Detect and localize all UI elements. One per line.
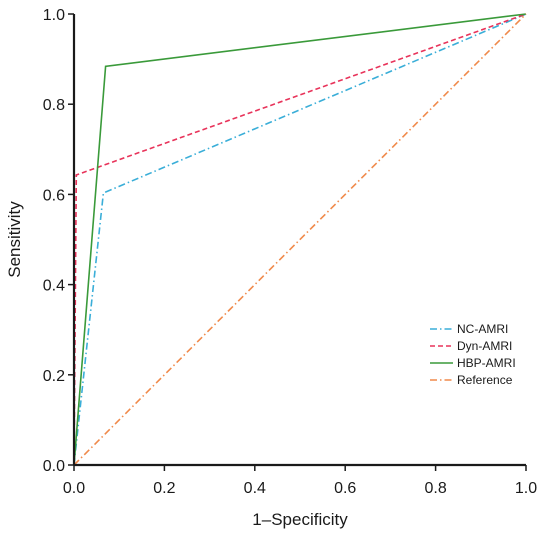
y-axis-title: Sensitivity — [5, 201, 24, 278]
y-tick-label: 1.0 — [43, 7, 65, 24]
legend-label-nc-amri: NC-AMRI — [457, 322, 508, 336]
x-tick-label: 1.0 — [515, 480, 537, 497]
legend: NC-AMRI Dyn-AMRI HBP-AMRI Reference — [430, 322, 516, 387]
series-layer — [73, 13, 527, 466]
legend-label-dyn-amri: Dyn-AMRI — [457, 339, 512, 353]
x-tick-label: 0.4 — [244, 480, 266, 497]
ticks-layer: 0.0 0.2 0.4 0.6 0.8 1.0 0.0 0.2 0.4 0.6 0.8 1.0 — [43, 7, 537, 497]
series-line-reference — [73, 13, 527, 466]
x-axis-title: 1–Specificity — [252, 510, 348, 529]
legend-label-reference: Reference — [457, 373, 513, 387]
x-tick-label: 0.2 — [153, 480, 175, 497]
y-tick-label: 0.6 — [43, 187, 65, 204]
y-tick-label: 0.2 — [43, 368, 65, 385]
x-tick-label: 0.8 — [424, 480, 446, 497]
y-tick-label: 0.4 — [43, 278, 65, 295]
x-tick-label: 0.0 — [63, 480, 85, 497]
y-tick-label: 0.8 — [43, 97, 65, 114]
axes-layer — [72, 14, 526, 467]
y-tick-label: 0.0 — [43, 458, 65, 475]
series-line-nc-amri — [73, 13, 527, 466]
x-tick-label: 0.6 — [334, 480, 356, 497]
legend-label-hbp-amri: HBP-AMRI — [457, 356, 516, 370]
series-line-hbp-amri — [73, 13, 527, 466]
